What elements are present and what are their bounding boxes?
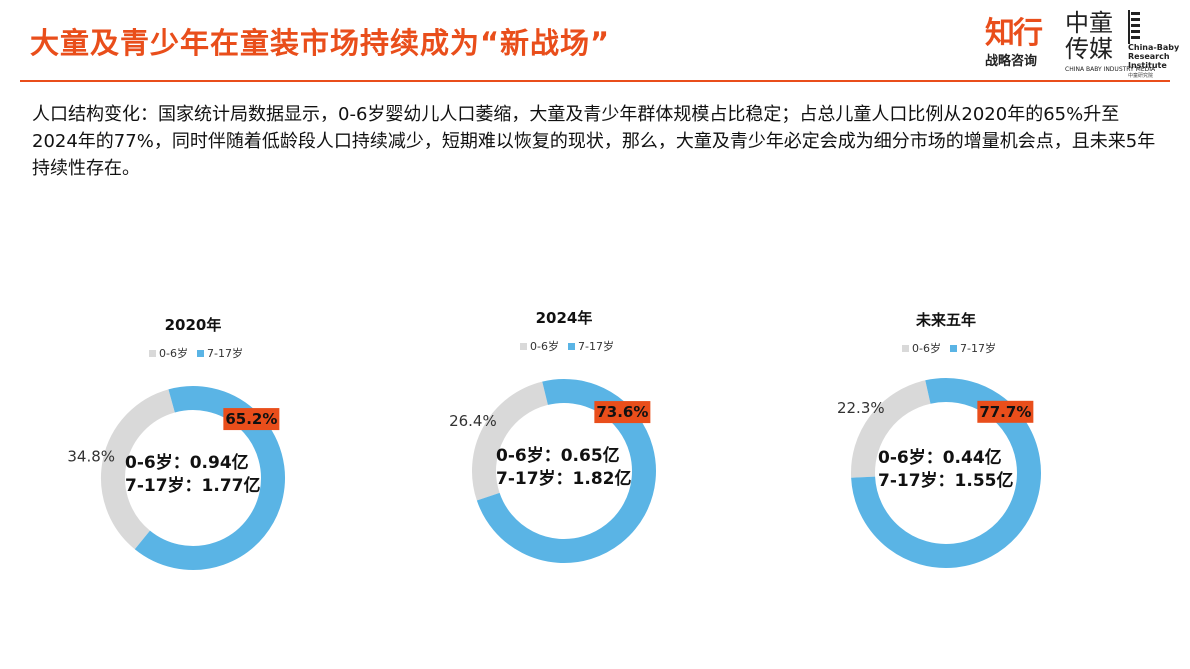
cbri-bars-icon <box>1128 10 1140 44</box>
legend-swatch-older <box>568 343 575 350</box>
chart-title: 2020年 <box>165 316 222 334</box>
center-annotation: 7-17岁：1.82亿 <box>496 468 632 489</box>
center-annotation: 0-6岁：0.44亿 <box>878 447 1002 468</box>
chart-title: 未来五年 <box>915 311 976 329</box>
cbri-logo-subtitle: 中童研究院 <box>1128 73 1154 79</box>
legend-swatch-older <box>950 345 957 352</box>
data-label-older: 77.7% <box>979 403 1031 421</box>
donut-segment-young <box>472 381 549 501</box>
legend-label: 7-17岁 <box>578 339 614 353</box>
legend-swatch-young <box>902 345 909 352</box>
brand-logos: 知行 战略咨询 中童传媒 CHINA BABY INDUSTRY MEDIA C… <box>985 8 1185 80</box>
data-label-box <box>223 408 280 431</box>
legend-swatch-young <box>520 343 527 350</box>
donut-chart-2: 2024年 0-6岁 7-17岁 26.4% 73.6% 0-6岁：0.65亿7-17岁：… <box>449 309 656 563</box>
description-paragraph: 人口结构变化：国家统计局数据显示，0-6岁婴幼儿人口萎缩，大童及青少年群体规模占… <box>32 104 1156 179</box>
donut-chart-1: 2020年 0-6岁 7-17岁 34.8% 65.2% 0-6岁：0.94亿7-17岁：… <box>67 316 285 570</box>
data-label-older: 73.6% <box>596 403 648 421</box>
donut-segment-older <box>476 379 656 563</box>
donut-segment-older <box>134 386 285 570</box>
legend-label: 0-6岁 <box>530 339 559 353</box>
center-annotation: 0-6岁：0.65亿 <box>496 445 620 466</box>
data-label-young: 22.3% <box>837 399 885 417</box>
donut-chart-3: 未来五年 0-6岁 7-17岁 22.3% 77.7% 0-6岁：0.44亿7-17岁：1… <box>837 311 1041 568</box>
donut-segment-young <box>851 380 931 478</box>
legend-label: 7-17岁 <box>960 341 996 355</box>
cbri-logo-text: China-Baby Research Institute <box>1128 43 1180 70</box>
page-title: 大童及青少年在童装市场持续成为“新战场” <box>30 26 611 60</box>
zhongtong-logo: 中童传媒 <box>1065 9 1113 63</box>
data-label-older: 65.2% <box>225 410 277 428</box>
data-label-young: 26.4% <box>449 412 497 430</box>
zhixing-logo: 知行 <box>985 16 1043 51</box>
center-annotation: 7-17岁：1.77亿 <box>125 475 261 496</box>
data-label-box <box>594 401 651 424</box>
zhixing-logo-subtitle: 战略咨询 <box>985 54 1038 69</box>
data-label-young: 34.8% <box>67 448 115 466</box>
zhongtong-logo-subtitle: CHINA BABY INDUSTRY MEDIA <box>1065 66 1156 73</box>
legend-swatch-young <box>149 350 156 357</box>
legend-label: 0-6岁 <box>159 346 188 360</box>
donut-segment-young <box>101 389 176 550</box>
center-annotation: 0-6岁：0.94亿 <box>125 452 249 473</box>
legend-label: 0-6岁 <box>912 341 941 355</box>
legend-swatch-older <box>197 350 204 357</box>
data-label-box <box>977 400 1034 423</box>
legend-label: 7-17岁 <box>207 346 243 360</box>
title-divider <box>20 80 1170 82</box>
chart-title: 2024年 <box>536 309 593 327</box>
center-annotation: 7-17岁：1.55亿 <box>878 470 1014 491</box>
